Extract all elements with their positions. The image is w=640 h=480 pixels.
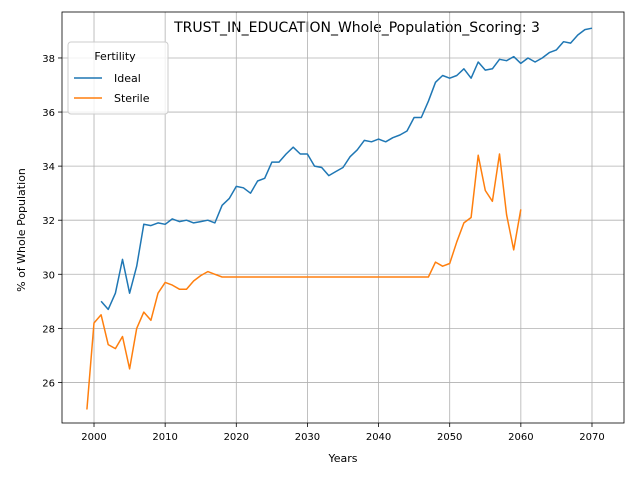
y-axis-label: % of Whole Population [15, 168, 28, 292]
grid [62, 12, 624, 423]
y-tick-label: 30 [42, 270, 55, 281]
x-tick-label: 2020 [224, 432, 249, 443]
x-tick-label: 2040 [366, 432, 391, 443]
series-layer [86, 27, 593, 410]
series-line-sterile [86, 153, 522, 410]
y-tick-label: 28 [42, 324, 55, 335]
x-tick-label: 2070 [579, 432, 604, 443]
chart-title: TRUST_IN_EDUCATION_Whole_Population_Scor… [173, 20, 540, 36]
x-axis: 2000 2010 2020 2030 2040 2050 2060 2070 [81, 423, 605, 443]
x-tick-label: 2000 [81, 432, 106, 443]
x-tick-label: 2050 [437, 432, 462, 443]
y-tick-label: 32 [42, 216, 55, 227]
legend: Fertility Ideal Sterile [67, 41, 169, 115]
plot-frame [61, 11, 625, 424]
y-tick-label: 34 [42, 162, 55, 173]
y-tick-label: 26 [42, 378, 55, 389]
x-tick-label: 2010 [152, 432, 177, 443]
y-tick-label: 38 [42, 54, 55, 65]
series-line-ideal [100, 27, 593, 311]
legend-label-sterile: Sterile [114, 92, 150, 105]
y-axis: 26 28 30 32 34 36 38 [42, 54, 62, 389]
legend-box [67, 41, 169, 115]
legend-label-ideal: Ideal [114, 72, 141, 85]
x-tick-label: 2030 [295, 432, 320, 443]
x-tick-label: 2060 [508, 432, 533, 443]
x-axis-label: Years [327, 452, 357, 465]
legend-title: Fertility [94, 50, 136, 63]
y-tick-label: 36 [42, 108, 55, 119]
